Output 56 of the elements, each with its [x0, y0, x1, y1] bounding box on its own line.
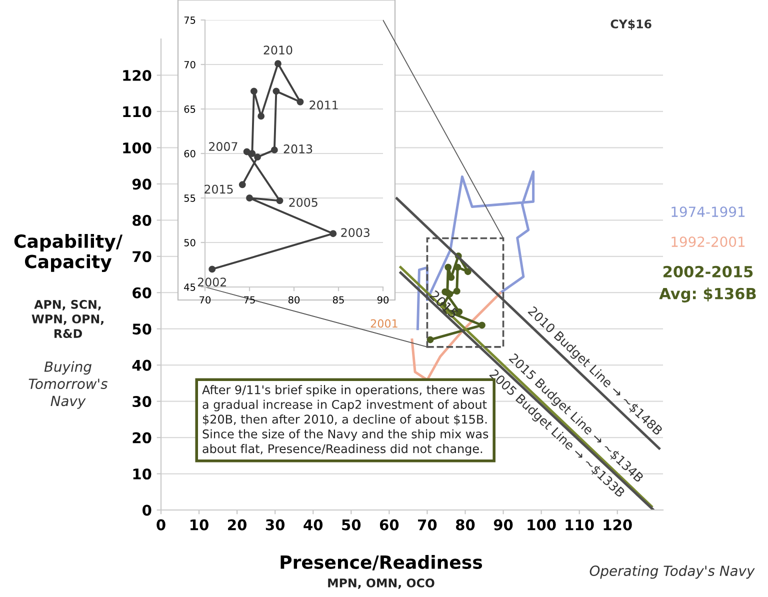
- x-tick-label: 80: [456, 519, 475, 530]
- annotation: 2003: [341, 228, 370, 238]
- annotation: 2013: [284, 144, 312, 154]
- x-tick-label: 90: [494, 519, 513, 530]
- x-tick-label: 70: [418, 519, 437, 530]
- x-tick-label: 90: [377, 296, 389, 304]
- x-tick-label: 110: [566, 519, 594, 530]
- y-tick-label: 55: [184, 194, 196, 202]
- x-tick-label: 30: [266, 519, 285, 530]
- y-tick-label: 30: [132, 396, 152, 408]
- x-tick-label: 0: [156, 519, 166, 530]
- text: 1974-1991: [672, 206, 745, 218]
- x-tick-label: 85: [332, 296, 344, 304]
- y-tick-label: 100: [123, 142, 152, 154]
- y-tick-label: 65: [184, 105, 196, 113]
- y-tick-label: 0: [142, 504, 152, 516]
- text: 1992-2001: [672, 236, 745, 248]
- y-tick-label: 50: [184, 238, 196, 246]
- y-axis-title: Capability/ Capacity: [14, 234, 123, 272]
- text: APN, SCN, WPN, OPN, R&D: [32, 300, 104, 338]
- annotation: 2002: [198, 278, 226, 287]
- annotation: 2007: [209, 142, 238, 151]
- annotation: Avg: $136B: [659, 288, 756, 302]
- text: Operating Today's Navy: [590, 565, 755, 579]
- y-tick-label: 45: [184, 284, 196, 291]
- text: Buying Tomorrow's Navy: [28, 361, 108, 409]
- x-axis-title: Presence/Readiness: [280, 555, 482, 570]
- x-tick-label: 100: [528, 519, 556, 530]
- x-tick-label: 40: [304, 519, 323, 530]
- y-tick-label: 10: [133, 468, 152, 480]
- y-tick-label: 75: [184, 16, 196, 24]
- text: MPN, OMN, OCO: [328, 578, 434, 589]
- y-tick-label: 90: [132, 178, 152, 190]
- x-tick-label: 50: [342, 519, 361, 530]
- y-tick-label: 20: [132, 432, 152, 444]
- x-tick-label: 60: [380, 519, 399, 530]
- annotation: 2015: [204, 184, 233, 194]
- x-tick-label: 70: [200, 296, 211, 304]
- annotation: After 9/11's brief spike in operations, there was a gradual increase in Cap2 investment of about $20B, then after 2010, a decline of about $15B. Since the size of the Navy and the ship mix was about flat, Presence/Readiness did not change.: [202, 385, 488, 456]
- y-tick-label: 70: [132, 251, 152, 262]
- x-tick-label: 120: [604, 519, 632, 530]
- x-tick-label: 80: [288, 296, 300, 304]
- annotation: 2011: [310, 100, 338, 110]
- text: CY$16: [610, 19, 652, 30]
- annotation: 2005: [289, 198, 318, 207]
- y-tick-label: 120: [123, 70, 152, 81]
- text: 2002-2015: [664, 266, 753, 278]
- x-tick-label: 20: [228, 519, 247, 530]
- y-tick-label: 50: [132, 324, 152, 335]
- y-tick-label: 40: [132, 360, 152, 371]
- y-tick-label: 80: [132, 214, 152, 226]
- y-tick-label: 60: [184, 150, 196, 158]
- annotation: 2010: [264, 46, 292, 55]
- annotation: 2001: [370, 319, 398, 328]
- y-tick-label: 70: [184, 60, 196, 68]
- y-tick-label: 110: [123, 106, 152, 118]
